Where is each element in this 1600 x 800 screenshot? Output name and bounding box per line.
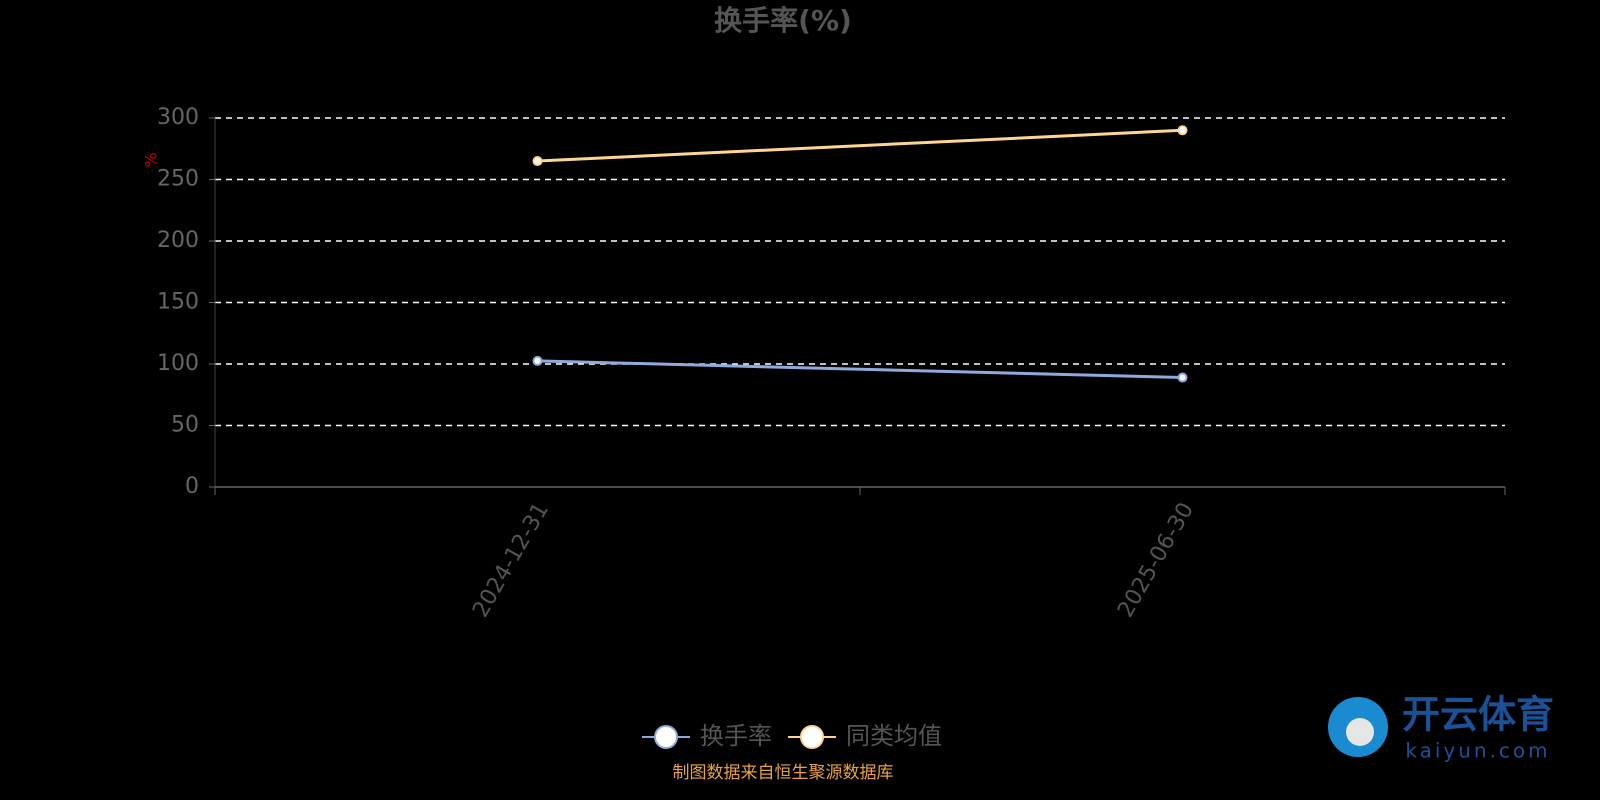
data-point	[532, 156, 543, 167]
watermark-subtitle: kaiyun.com	[1405, 739, 1550, 763]
legend-item: 换手率	[642, 722, 772, 750]
y-tick-label: 0	[185, 474, 199, 499]
source-note: 制图数据来自恒生聚源数据库	[673, 763, 894, 783]
series-line	[537, 359, 1183, 380]
watermark-title: 开云体育	[1402, 693, 1554, 737]
y-tick-label: 150	[157, 290, 199, 315]
legend-marker	[654, 725, 678, 749]
series-line	[537, 128, 1183, 163]
y-tick-label: 100	[157, 351, 199, 376]
chart-title: 换手率(%)	[714, 4, 852, 37]
y-axis-label: %	[142, 152, 161, 167]
watermark: 开云体育 kaiyun.com	[1328, 693, 1554, 763]
data-point	[532, 355, 543, 366]
legend-label: 换手率	[700, 722, 772, 750]
y-tick-label: 250	[157, 167, 199, 192]
legend-marker	[800, 725, 824, 749]
y-tick-label: 300	[157, 105, 199, 130]
y-tick-label: 50	[171, 413, 199, 438]
data-point	[1177, 372, 1188, 383]
legend-label: 同类均值	[846, 722, 942, 750]
legend-item: 同类均值	[788, 722, 942, 750]
data-point	[1177, 125, 1188, 136]
logo-ball	[1346, 718, 1374, 746]
y-tick-label: 200	[157, 228, 199, 253]
